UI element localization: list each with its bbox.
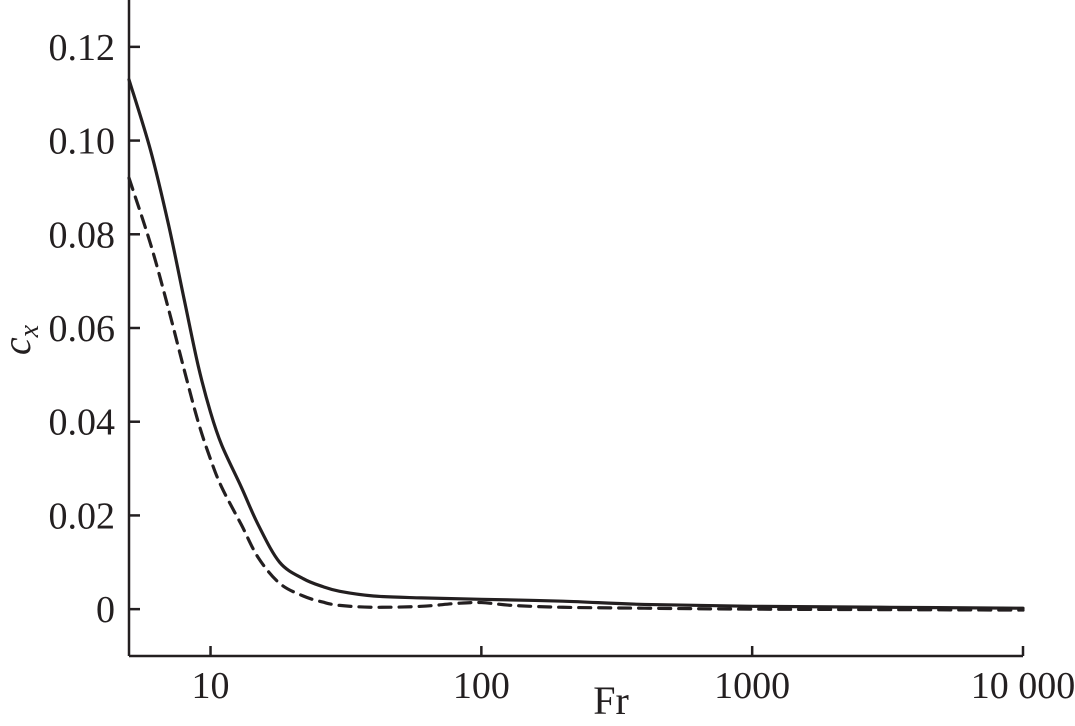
- x-axis-title: Fr: [593, 678, 629, 723]
- y-tick-label: 0.02: [49, 495, 116, 537]
- x-tick-label: 1000: [714, 665, 790, 707]
- axes: [127, 0, 1023, 658]
- dashed-series-line: [127, 176, 1025, 612]
- y-tick-label: 0.12: [49, 27, 116, 69]
- x-tick-label: 10 000: [971, 665, 1075, 707]
- tick-labels: 10 100 1000 10 000 0 0.02 0.04 0.06 0.08 0.10 0.12: [49, 27, 1075, 707]
- x-tick-label: 10: [192, 665, 230, 707]
- y-tick-label: 0.08: [49, 214, 116, 256]
- x-tick-label: 100: [453, 665, 510, 707]
- y-tick-label: 0.06: [49, 308, 116, 350]
- series: [127, 78, 1025, 612]
- y-tick-label: 0.04: [49, 402, 116, 444]
- solid-series-line: [127, 78, 1025, 610]
- y-axis-title: cx: [0, 324, 45, 355]
- y-axis-title-subscript: x: [14, 324, 45, 338]
- y-tick-label: 0: [96, 589, 115, 631]
- y-axis-title-main: c: [0, 337, 39, 355]
- y-tick-label: 0.10: [49, 121, 116, 163]
- tick-marks: [129, 45, 1025, 656]
